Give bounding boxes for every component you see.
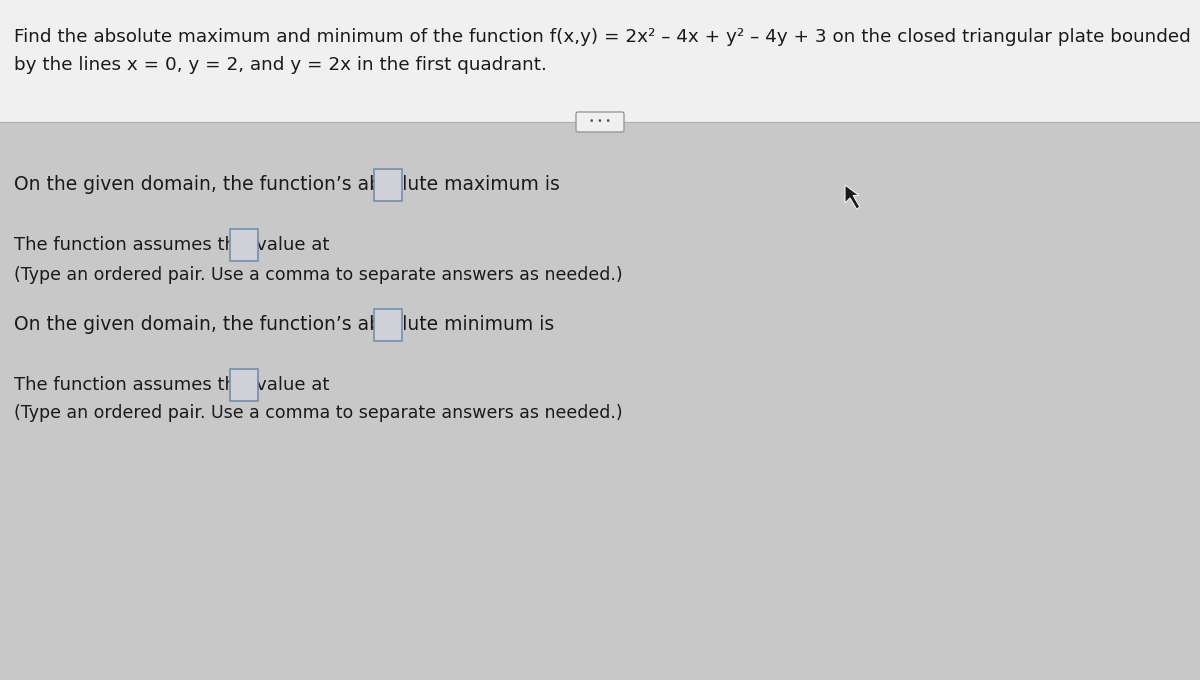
Text: On the given domain, the function’s absolute minimum is: On the given domain, the function’s abso… — [14, 316, 554, 335]
Bar — [230, 229, 258, 261]
FancyBboxPatch shape — [576, 112, 624, 132]
Text: by the lines x = 0, y = 2, and y = 2x in the first quadrant.: by the lines x = 0, y = 2, and y = 2x in… — [14, 56, 547, 74]
Polygon shape — [845, 185, 859, 209]
Text: (Type an ordered pair. Use a comma to separate answers as needed.): (Type an ordered pair. Use a comma to se… — [14, 266, 623, 284]
Bar — [374, 309, 402, 341]
Bar — [374, 169, 402, 201]
Text: Find the absolute maximum and minimum of the function f(x,y) = 2x² – 4x + y² – 4: Find the absolute maximum and minimum of… — [14, 28, 1190, 46]
Bar — [0, 0, 1200, 122]
Text: The function assumes this value at: The function assumes this value at — [14, 236, 329, 254]
Text: • • •: • • • — [589, 118, 611, 126]
Text: The function assumes this value at: The function assumes this value at — [14, 376, 329, 394]
Text: (Type an ordered pair. Use a comma to separate answers as needed.): (Type an ordered pair. Use a comma to se… — [14, 404, 623, 422]
Text: On the given domain, the function’s absolute maximum is: On the given domain, the function’s abso… — [14, 175, 560, 194]
Bar — [230, 369, 258, 401]
